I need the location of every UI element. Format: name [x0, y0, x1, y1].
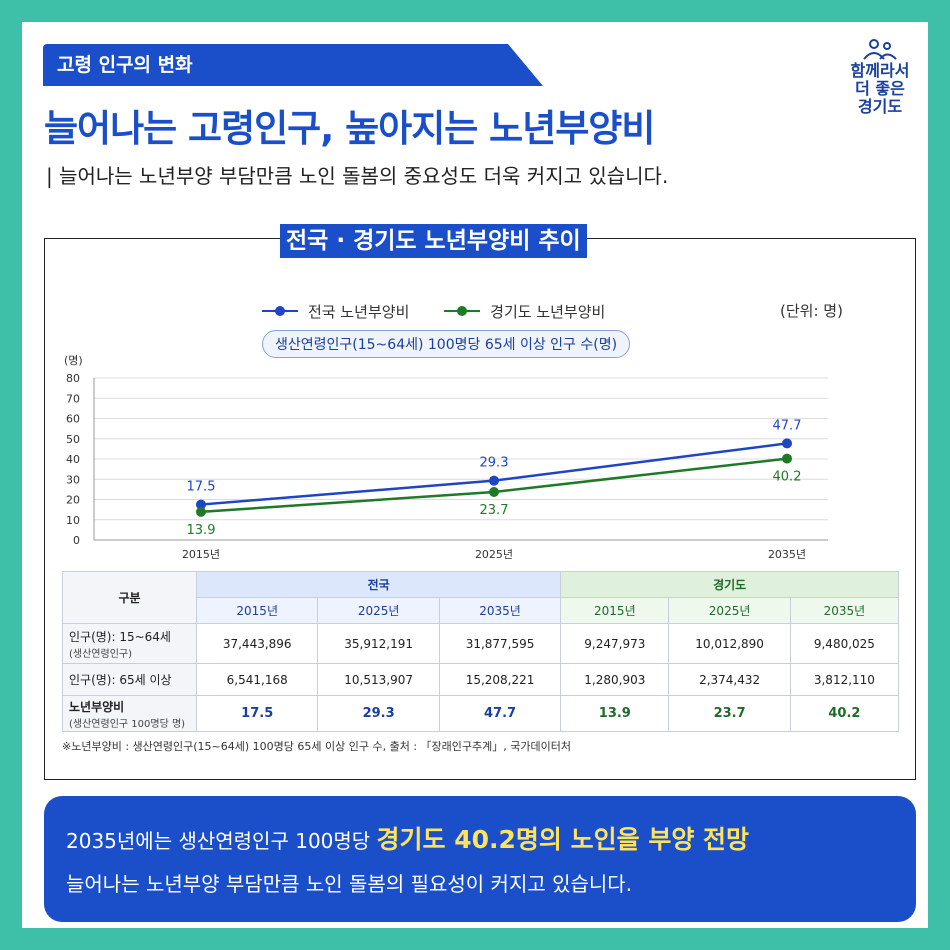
table-year-header: 2025년	[668, 597, 791, 624]
logo-line-1: 함께라서	[850, 61, 910, 80]
y-tick-label: 10	[66, 514, 80, 527]
logo-line-3: 경기도	[857, 97, 903, 116]
table-cell: 47.7	[438, 695, 562, 732]
summary-emphasis: 경기도 40.2명의 노인을 부양 전망	[376, 825, 750, 854]
x-tick-label: 2025년	[475, 548, 513, 561]
y-tick-label: 80	[66, 372, 80, 385]
x-tick-label: 2035년	[768, 548, 806, 561]
table-cell: 15,208,221	[438, 663, 562, 696]
table-cell: 9,247,973	[560, 623, 670, 664]
table-row: 인구(명): 15~64세 (생산연령인구) 37,443,896 35,912…	[62, 623, 900, 664]
data-point	[782, 438, 792, 449]
table-group-national: 전국	[195, 571, 562, 598]
table-cell: 17.5	[195, 695, 319, 732]
chart-title: 전국 · 경기도 노년부양비 추이	[280, 224, 587, 258]
legend-item-gyeonggi: 경기도 노년부양비	[444, 301, 605, 322]
gyeonggi-logo: 함께라서 더 좋은 경기도	[838, 38, 922, 128]
table-cell: 10,012,890	[668, 623, 791, 664]
row-label: 인구(명): 15~64세	[69, 629, 171, 644]
summary-box: 2035년에는 생산연령인구 100명당 경기도 40.2명의 노인을 부양 전…	[44, 796, 916, 922]
data-label: 47.7	[773, 418, 802, 433]
data-label: 17.5	[187, 480, 216, 495]
summary-line-1: 2035년에는 생산연령인구 100명당 경기도 40.2명의 노인을 부양 전…	[66, 820, 894, 856]
x-tick-label: 2015년	[182, 548, 220, 561]
legend-label-national: 전국 노년부양비	[308, 302, 410, 321]
row-sublabel: (생산연령인구)	[69, 648, 133, 660]
data-point	[782, 453, 792, 464]
line-chart: (명) 0 10 20 30 40 50 60 70 80 2015년 2025년 2035년 17.5 2…	[64, 354, 828, 561]
y-tick-label: 40	[66, 453, 80, 466]
table-cell: 6,541,168	[195, 663, 319, 696]
table-row: 인구(명): 65세 이상 6,541,168 10,513,907 15,20…	[62, 663, 900, 696]
y-tick-label: 20	[66, 494, 80, 507]
table-year-header: 2025년	[317, 597, 440, 624]
section-tag: 고령 인구의 변화	[43, 44, 543, 86]
chart-subtitle: 생산연령인구(15~64세) 100명당 65세 이상 인구 수(명)	[262, 330, 631, 358]
table-cell: 37,443,896	[195, 623, 319, 664]
page-title: 늘어나는 고령인구, 높아지는 노년부양비	[44, 107, 655, 150]
table-row-header: 인구(명): 15~64세 (생산연령인구)	[62, 623, 197, 664]
y-tick-label: 60	[66, 413, 80, 426]
table-cell: 40.2	[789, 695, 900, 732]
data-label: 23.7	[480, 503, 509, 518]
data-label: 40.2	[773, 470, 802, 485]
data-point	[196, 506, 206, 517]
table-cell: 29.3	[317, 695, 440, 732]
source-note: ※노년부양비 : 생산연령인구(15~64세) 100명당 65세 이상 인구 …	[62, 740, 571, 753]
table-cell: 9,480,025	[789, 623, 900, 664]
summary-prefix: 2035년에는 생산연령인구 100명당	[66, 829, 377, 853]
data-point	[196, 499, 206, 510]
table-group-gyeonggi: 경기도	[560, 571, 899, 598]
chart-legend: 전국 노년부양비 경기도 노년부양비	[262, 298, 635, 322]
legend-label-gyeonggi: 경기도 노년부양비	[490, 302, 606, 321]
y-tick-label: 70	[66, 392, 80, 405]
logo-line-2: 더 좋은	[855, 79, 905, 98]
data-label: 13.9	[187, 523, 216, 538]
table-cell: 13.9	[560, 695, 670, 732]
table-cell: 10,513,907	[317, 663, 440, 696]
table-cell: 2,374,432	[668, 663, 791, 696]
people-icon	[863, 39, 897, 60]
y-axis-label: (명)	[64, 354, 83, 367]
y-tick-label: 0	[73, 534, 80, 547]
summary-line-2: 늘어나는 노년부양 부담만큼 노인 돌봄의 필요성이 커지고 있습니다.	[66, 872, 633, 896]
data-point	[489, 475, 499, 486]
table-corner: 구분	[62, 571, 197, 624]
legend-item-national: 전국 노년부양비	[262, 301, 409, 322]
y-tick-label: 50	[66, 433, 80, 446]
unit-label: (단위: 명)	[780, 302, 843, 320]
row-label: 노년부양비	[69, 699, 125, 714]
table-row-header: 노년부양비 (생산연령인구 100명당 명)	[62, 695, 197, 732]
table-cell: 3,812,110	[789, 663, 900, 696]
table-row: 노년부양비 (생산연령인구 100명당 명) 17.5 29.3 47.7 13…	[62, 695, 900, 732]
table-cell: 31,877,595	[438, 623, 562, 664]
row-label: 인구(명): 65세 이상	[69, 673, 172, 687]
legend-swatch-gyeonggi	[444, 306, 481, 316]
table-row-header: 인구(명): 65세 이상	[62, 663, 197, 696]
table-year-header: 2015년	[195, 597, 319, 624]
legend-swatch-national	[262, 306, 298, 316]
table-cell: 35,912,191	[317, 623, 440, 664]
table-year-header: 2035년	[438, 597, 562, 624]
y-tick-label: 30	[66, 473, 80, 486]
data-label: 29.3	[480, 456, 509, 471]
table-year-header: 2015년	[560, 597, 670, 624]
row-sublabel: (생산연령인구 100명당 명)	[69, 718, 186, 730]
data-table: 구분 전국 경기도 2015년 2025년 2035년 2015년 2025년 …	[62, 571, 900, 732]
table-cell: 1,280,903	[560, 663, 670, 696]
table-year-header: 2035년	[789, 597, 900, 624]
page-subtitle: | 늘어나는 노년부양 부담만큼 노인 돌봄의 중요성도 더욱 커지고 있습니다…	[46, 164, 669, 188]
table-cell: 23.7	[668, 695, 791, 732]
data-point	[489, 487, 499, 498]
